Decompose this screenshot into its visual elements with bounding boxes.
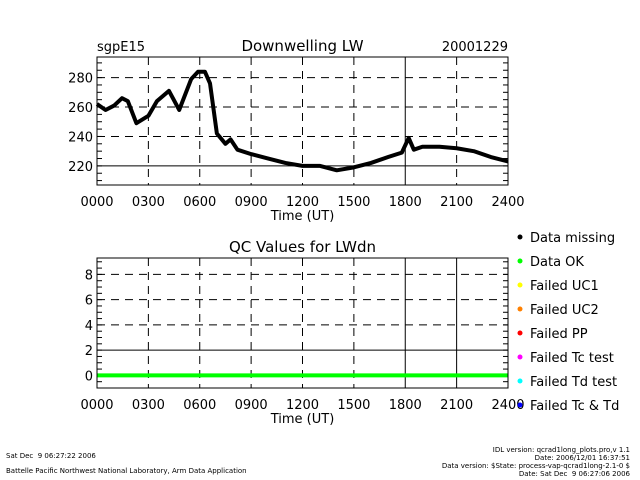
- footer-data-version: Data version: $State: process-vap-qcrad1…: [441, 462, 630, 470]
- legend-marker: [517, 306, 523, 312]
- footer-left-org: Battelle Pacific Northwest National Labo…: [6, 467, 247, 475]
- x-tick-label: 1500: [337, 195, 370, 210]
- legend-marker: [517, 234, 523, 240]
- legend-label: Failed Td test: [530, 375, 617, 390]
- x-axis-label: Time (UT): [270, 209, 335, 224]
- chart-title: Downwelling LW: [241, 37, 363, 55]
- legend-marker: [517, 402, 523, 408]
- footer-data-date: Date: Sat Dec 9 06:27:06 2006: [518, 470, 630, 478]
- x-tick-label: 2400: [491, 398, 524, 413]
- footer-idl-version: IDL version: qcrad1long_plots.pro,v 1.1: [492, 446, 630, 454]
- x-tick-label: 0000: [80, 398, 113, 413]
- legend-label: Failed Tc & Td: [530, 399, 619, 414]
- series-line-downwelling-lw: [95, 69, 509, 173]
- y-tick-label: 4: [85, 319, 93, 334]
- x-tick-label: 1800: [389, 398, 422, 413]
- x-tick-label: 0000: [80, 195, 113, 210]
- x-tick-label: 0300: [132, 195, 165, 210]
- x-tick-label: 0900: [235, 195, 268, 210]
- x-tick-label: 1200: [286, 195, 319, 210]
- x-tick-label: 1500: [337, 398, 370, 413]
- x-tick-label: 0600: [183, 398, 216, 413]
- date-label: 20001229: [442, 40, 508, 55]
- legend-label: Failed UC2: [530, 303, 599, 318]
- footer-left-date: Sat Dec 9 06:27:22 2006: [6, 452, 96, 460]
- legend-label: Data missing: [530, 231, 615, 246]
- x-axis-label: Time (UT): [270, 412, 335, 427]
- x-tick-label: 2400: [491, 195, 524, 210]
- legend-marker: [517, 282, 523, 288]
- y-tick-label: 6: [85, 294, 93, 309]
- y-tick-label: 0: [85, 369, 93, 384]
- legend-marker: [517, 378, 523, 384]
- footer-right: IDL version: qcrad1long_plots.pro,v 1.1 D…: [442, 446, 630, 478]
- legend-label: Failed PP: [530, 327, 588, 342]
- chart-title: QC Values for LWdn: [229, 238, 376, 256]
- plot-frame: [96, 257, 509, 389]
- y-tick-label: 220: [68, 160, 93, 175]
- legend-label: Failed UC1: [530, 279, 599, 294]
- y-tick-label: 2: [85, 344, 93, 359]
- x-tick-label: 2100: [440, 398, 473, 413]
- legend-label: Data OK: [530, 255, 584, 270]
- x-tick-label: 0600: [183, 195, 216, 210]
- footer-idl-date: Date: 2006/12/01 16:37:51: [534, 454, 630, 462]
- y-tick-label: 280: [68, 72, 93, 87]
- site-label: sgpE15: [97, 40, 145, 55]
- y-tick-label: 8: [85, 268, 93, 283]
- plot-frame: [96, 56, 509, 186]
- y-tick-label: 240: [68, 130, 93, 145]
- y-tick-label: 260: [68, 101, 93, 116]
- x-tick-label: 1200: [286, 398, 319, 413]
- legend-label: Failed Tc test: [530, 351, 614, 366]
- x-tick-label: 0300: [132, 398, 165, 413]
- x-tick-label: 1800: [389, 195, 422, 210]
- legend-marker: [517, 354, 523, 360]
- x-tick-label: 2100: [440, 195, 473, 210]
- x-tick-label: 0900: [235, 398, 268, 413]
- legend-marker: [517, 258, 523, 264]
- legend-marker: [517, 330, 523, 336]
